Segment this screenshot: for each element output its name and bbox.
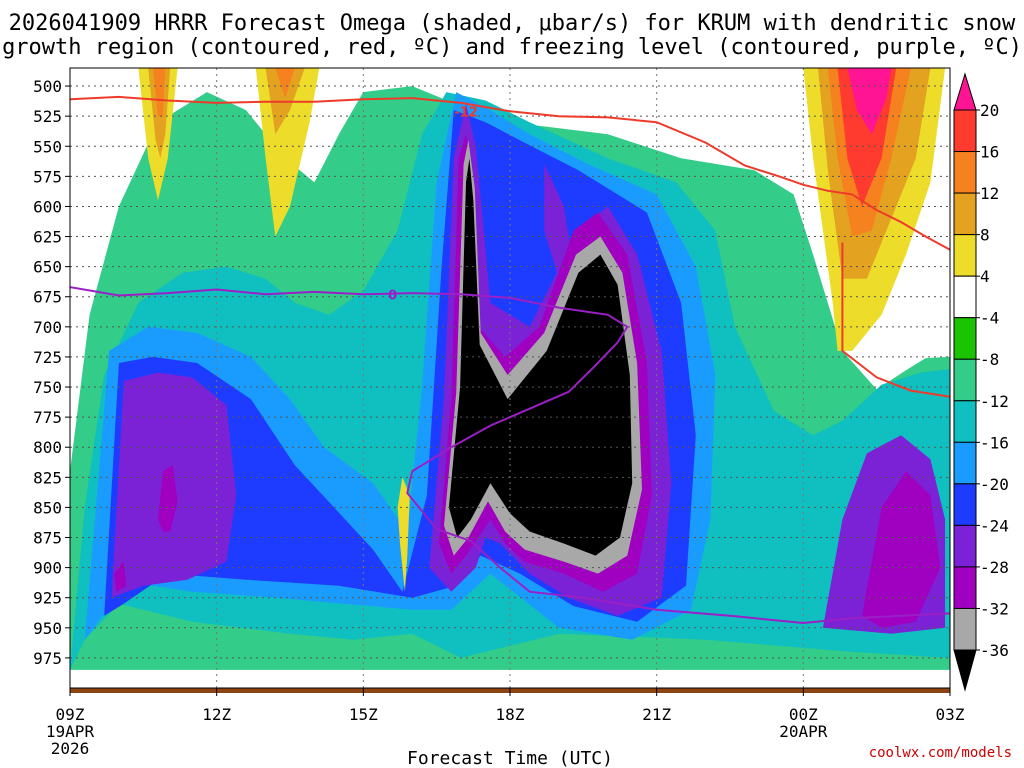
- credit-text[interactable]: coolwx.com/models: [869, 745, 1012, 761]
- colorbar-swatch--28: [953, 524, 977, 568]
- colorbar-swatch--36: [953, 607, 977, 651]
- x-tick-year-09Z: 2026: [51, 739, 90, 758]
- x-tick-label-12Z: 12Z: [202, 705, 231, 724]
- y-tick-label-500: 500: [33, 77, 62, 96]
- colorbar-swatch-4: [953, 234, 977, 277]
- x-tick-label-15Z: 15Z: [349, 705, 378, 724]
- y-tick-label-525: 525: [33, 107, 62, 126]
- colorbar-swatch--16: [953, 400, 977, 443]
- colorbar-label--16: -16: [980, 433, 1009, 452]
- colorbar-swatch--12: [953, 358, 977, 402]
- contour-lines: -12 0: [70, 95, 950, 625]
- y-tick-label-750: 750: [33, 378, 62, 397]
- omega-region-9: [862, 471, 941, 628]
- y-tick-label-650: 650: [33, 258, 62, 277]
- dgz-contour-1: [841, 242, 950, 398]
- freezing-level-contour: [70, 286, 950, 625]
- y-tick-label-850: 850: [33, 498, 62, 517]
- x-tick-label-21Z: 21Z: [642, 705, 671, 724]
- colorbar-swatch-8: [953, 192, 977, 236]
- colorbar-swatch-12: [953, 151, 977, 194]
- y-tick-label-675: 675: [33, 288, 62, 307]
- x-axis-label: Forecast Time (UTC): [407, 748, 613, 768]
- dgz-contour-0: [70, 95, 950, 251]
- colorbar-label-20: 20: [980, 101, 999, 120]
- x-tick-date-09Z: 19APR: [46, 722, 95, 741]
- y-tick-label-600: 600: [33, 197, 62, 216]
- freezing-level-label: 0: [388, 288, 397, 303]
- colorbar-label--32: -32: [980, 599, 1009, 618]
- y-tick-label-625: 625: [33, 228, 62, 247]
- colorbar-label-12: 12: [980, 184, 999, 203]
- omega-positive-region-11: [847, 68, 892, 135]
- y-tick-label-775: 775: [33, 408, 62, 427]
- x-tick-label-09Z: 09Z: [56, 705, 85, 724]
- omega-region-7: [544, 164, 574, 279]
- colorbar-label--4: -4: [980, 309, 999, 328]
- omega-positive-region-2: [153, 68, 166, 117]
- y-tick-label-700: 700: [33, 318, 62, 337]
- grid-lines: [70, 68, 950, 688]
- x-tick-label-00Z: 00Z: [789, 705, 818, 724]
- x-tick-label-18Z: 18Z: [496, 705, 525, 724]
- omega-shading: [70, 68, 950, 688]
- y-tick-label-875: 875: [33, 529, 62, 548]
- omega-region-11: [114, 561, 127, 592]
- colorbar-label-16: 16: [980, 143, 999, 162]
- omega-region-13: [448, 158, 633, 556]
- omega-region-10: [158, 465, 178, 532]
- colorbar-swatch-16: [953, 109, 977, 153]
- colorbar-label--28: -28: [980, 558, 1009, 577]
- omega-positive-region-6: [397, 477, 410, 592]
- y-tick-label-825: 825: [33, 468, 62, 487]
- colorbar-top-triangle: [953, 72, 977, 111]
- y-tick-label-975: 975: [33, 649, 62, 668]
- y-tick-label-950: 950: [33, 619, 62, 638]
- x-tick-label-03Z: 03Z: [936, 705, 965, 724]
- colorbar-label--20: -20: [980, 475, 1009, 494]
- dgz-contour-label: -12: [454, 105, 478, 120]
- y-tick-label-900: 900: [33, 559, 62, 578]
- colorbar-swatch--8: [953, 317, 977, 360]
- y-tick-label-550: 550: [33, 137, 62, 156]
- colorbar-label-4: 4: [980, 267, 990, 286]
- y-tick-label-575: 575: [33, 167, 62, 186]
- chart-title-line-1: 2026041909 HRRR Forecast Omega (shaded, …: [9, 11, 1016, 36]
- colorbar-swatch--24: [953, 483, 977, 526]
- omega-positive-region-3: [255, 68, 320, 237]
- colorbar-swatch--32: [953, 566, 977, 609]
- chart-title-line-2: growth region (contoured, red, ºC) and f…: [2, 35, 1022, 60]
- colorbar-label--36: -36: [980, 641, 1009, 660]
- colorbar-bottom-triangle: [953, 649, 977, 692]
- y-tick-label-725: 725: [33, 348, 62, 367]
- colorbar-label--8: -8: [980, 350, 999, 369]
- colorbar-label--12: -12: [980, 392, 1009, 411]
- colorbar-swatch--20: [953, 441, 977, 485]
- x-tick-date-00Z: 20APR: [779, 722, 828, 741]
- colorbar-label-8: 8: [980, 226, 990, 245]
- omega-positive-region-5: [275, 68, 295, 99]
- colorbar: 20 16 12 8 4 -4 -8 -12 -16 -20 -24 -28 -32 -36: [953, 72, 1009, 692]
- colorbar-swatch--4: [953, 275, 977, 319]
- y-axis: 500 525 550 575 600 625 650 675 700 725 750 775 800 8…: [33, 77, 70, 668]
- colorbar-label--24: -24: [980, 516, 1009, 535]
- y-tick-label-925: 925: [33, 589, 62, 608]
- y-tick-label-800: 800: [33, 438, 62, 457]
